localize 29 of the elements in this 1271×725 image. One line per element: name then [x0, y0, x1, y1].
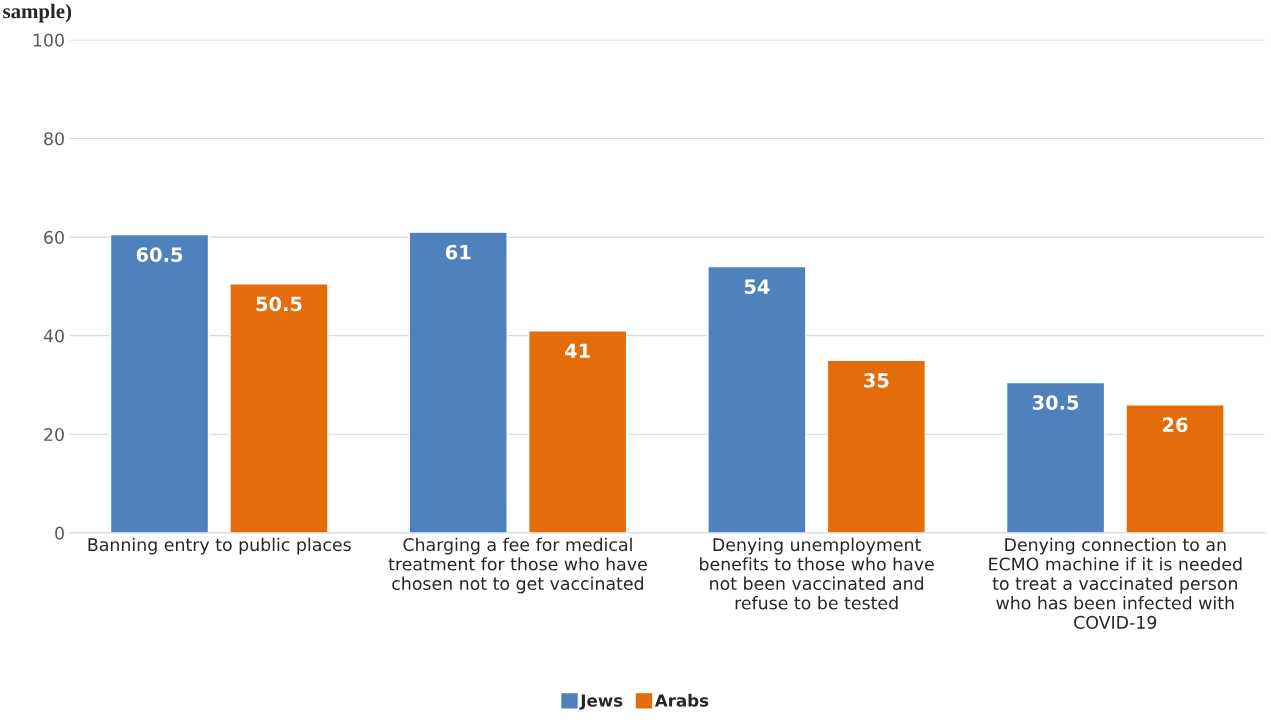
- legend-label: Arabs: [654, 693, 709, 707]
- x-tick-label: Denying unemployment benefits to those who have not been vaccinated and refuse to be tested: [700, 537, 934, 610]
- data-label: 50.5: [256, 296, 302, 312]
- data-label: 54: [744, 279, 770, 295]
- x-tick-label: Charging a fee for medical treatment for those who have chosen not to get vaccinated: [388, 537, 647, 594]
- bar: [229, 283, 329, 533]
- y-tick-label: 40: [43, 329, 64, 343]
- bar: [1125, 404, 1225, 533]
- data-label: 35: [864, 372, 889, 388]
- data-label: 61: [445, 244, 471, 260]
- bar: [826, 359, 927, 533]
- x-tick-label: Denying connection to an ECMO machine if it is needed to treat a vaccinated person who has been infected with COVID-19: [989, 537, 1242, 629]
- y-tick-label: 100: [33, 33, 64, 47]
- chart-title: sample): [3, 3, 72, 23]
- bar: [1005, 381, 1106, 533]
- bar: [527, 330, 628, 533]
- y-tick-label: 0: [55, 526, 64, 540]
- y-tick-label: 80: [44, 132, 64, 146]
- y-tick-label: 20: [44, 427, 64, 442]
- y-tick-label: 60: [44, 230, 64, 244]
- legend-label: Jews: [579, 694, 623, 710]
- data-label: 30.5: [1032, 395, 1079, 410]
- bar: [109, 233, 210, 533]
- data-label: 60.5: [136, 247, 183, 262]
- bar: [408, 231, 508, 533]
- data-label: 26: [1163, 417, 1188, 433]
- data-label: 41: [565, 343, 590, 358]
- bar: [707, 265, 807, 533]
- x-tick-label: Banning entry to public places: [88, 537, 351, 555]
